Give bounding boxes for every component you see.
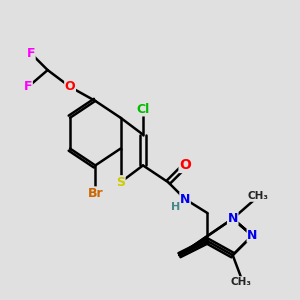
Text: Br: Br [88,187,103,200]
Text: S: S [116,176,125,189]
Text: Cl: Cl [136,103,150,116]
Text: F: F [24,80,32,93]
Text: N: N [247,229,257,242]
Text: O: O [179,158,191,172]
Text: O: O [65,80,75,93]
Text: H: H [171,202,180,212]
Text: N: N [227,212,238,225]
Text: N: N [180,193,190,206]
Text: CH₃: CH₃ [231,277,252,287]
Text: CH₃: CH₃ [248,191,268,201]
Text: F: F [27,47,35,60]
